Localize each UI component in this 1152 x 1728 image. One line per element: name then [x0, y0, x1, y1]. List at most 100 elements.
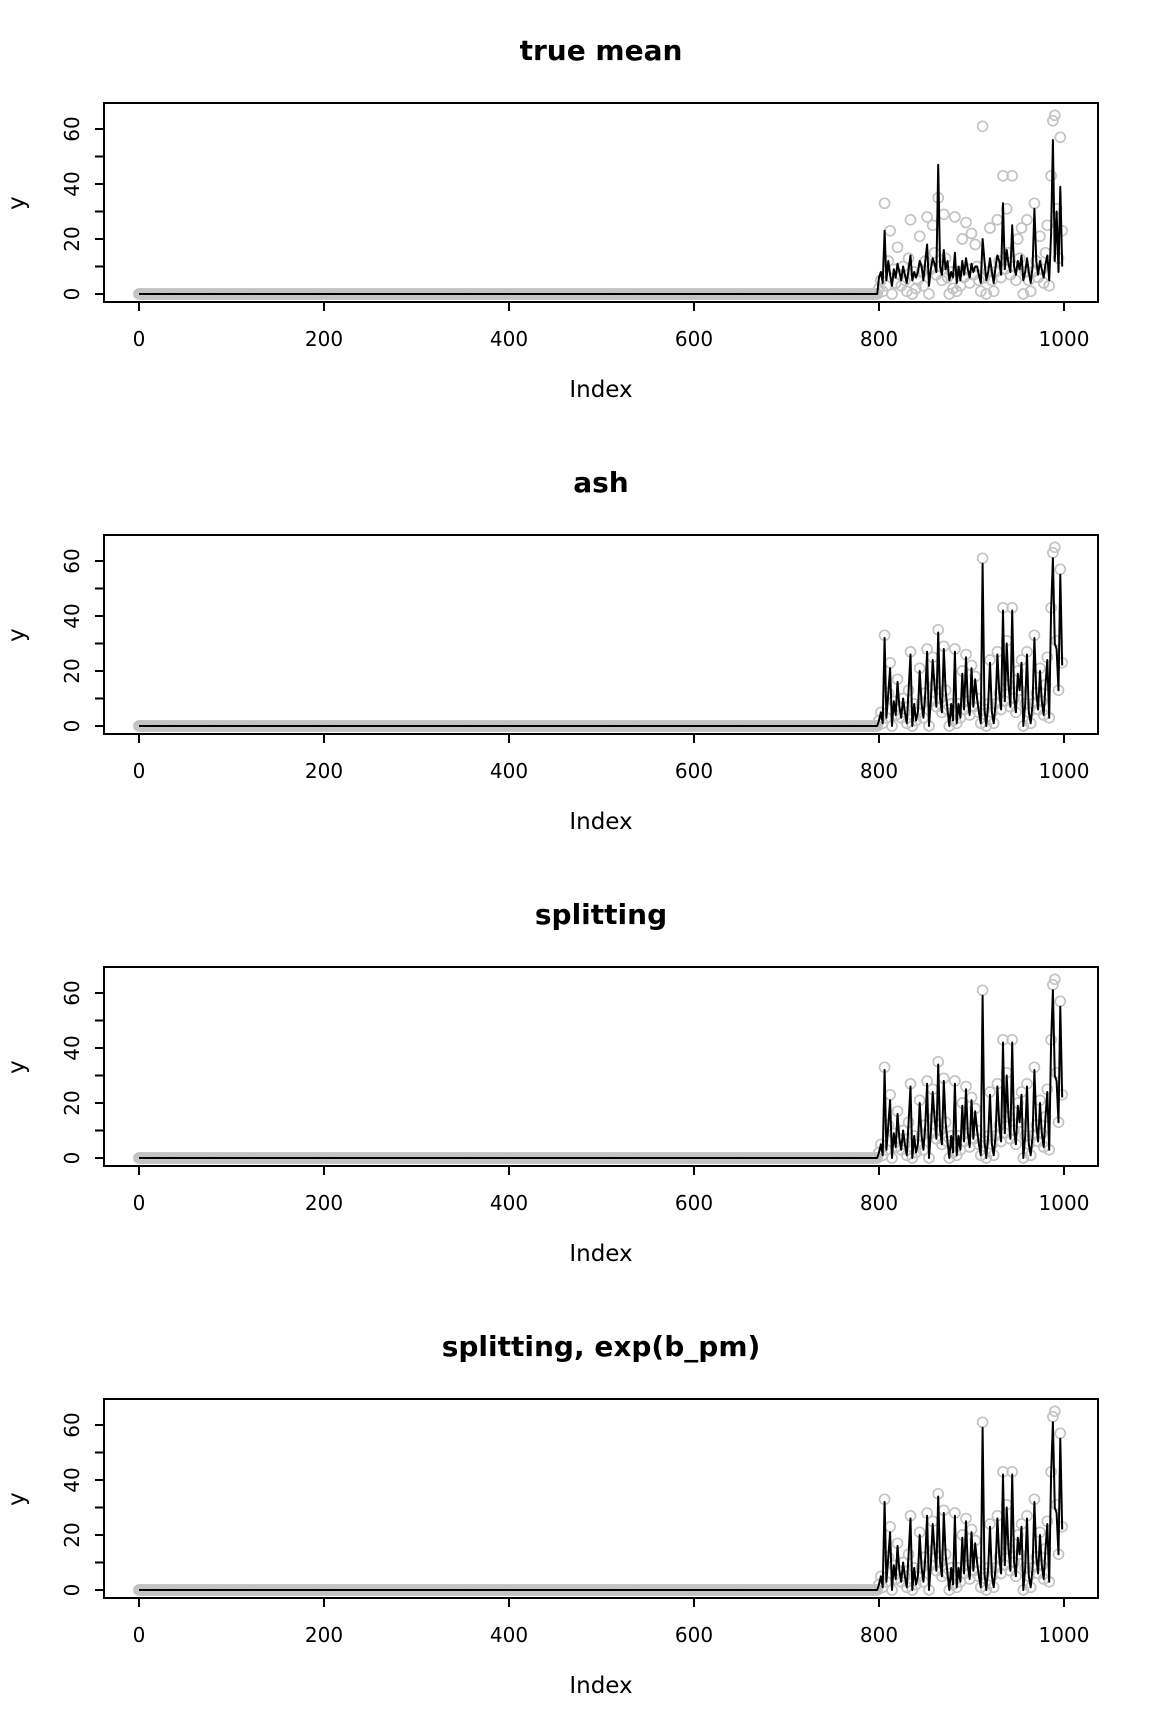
data-point [1045, 169, 1057, 182]
plot-box [103, 966, 1099, 1167]
y-tick-label: 60 [60, 548, 84, 573]
data-point [884, 1520, 896, 1533]
data-point [1048, 541, 1061, 554]
data-point [884, 224, 896, 237]
x-tick-label: 0 [133, 327, 146, 351]
data-point [1048, 1405, 1061, 1418]
panel-ash: ash 0 200 400 600 800 1000 0 20 40 60 Index y [0, 432, 1152, 864]
data-point [976, 552, 989, 565]
data-point [1024, 285, 1037, 298]
data-point [949, 211, 961, 223]
data-point [1006, 169, 1019, 182]
x-tick-label: 1000 [1039, 1623, 1090, 1647]
plot-area: 0 200 400 600 800 1000 0 20 40 60 [60, 102, 1099, 351]
observation-points [133, 973, 1069, 1164]
y-tick-label: 40 [60, 1467, 84, 1492]
mean-line [139, 139, 1064, 295]
x-axis-title: Index [569, 1241, 632, 1267]
data-point [1054, 995, 1067, 1008]
data-point [1054, 1427, 1067, 1440]
chart-title: splitting, exp(b_pm) [442, 1330, 761, 1363]
x-tick-label: 600 [675, 1623, 713, 1647]
panel-splitting-exp-b-pm: splitting, exp(b_pm) 0 200 400 600 800 1000 0 2… [0, 1296, 1152, 1728]
panel-true-mean: true mean 0 200 400 600 800 1000 0 20 40 60 Index… [0, 0, 1152, 432]
data-point [1048, 973, 1061, 986]
x-tick-label: 800 [860, 1191, 898, 1215]
y-tick-label: 0 [60, 288, 84, 301]
y-tick-label: 40 [60, 1035, 84, 1060]
observation-points [133, 541, 1069, 732]
data-point [980, 288, 993, 300]
chart-true-mean: true mean 0 200 400 600 800 1000 0 20 40 60 Index… [4, 34, 1099, 403]
chart-splitting-exp-b-pm: splitting, exp(b_pm) 0 200 400 600 800 1000 0 2… [4, 1330, 1099, 1699]
chart-ash: ash 0 200 400 600 800 1000 0 20 40 60 Index y [4, 466, 1099, 835]
data-point [976, 984, 989, 997]
chart-splitting: splitting 0 200 400 600 800 1000 0 20 40 60 Index… [4, 898, 1099, 1267]
mean-line [139, 989, 1064, 1159]
plot-box [103, 102, 1099, 303]
data-point [1011, 233, 1024, 245]
y-tick-label: 20 [60, 1522, 84, 1547]
data-point [965, 227, 978, 240]
y-tick-label: 20 [60, 658, 84, 683]
y-tick-label: 40 [60, 603, 84, 628]
x-tick-label: 0 [133, 1191, 146, 1215]
x-tick-label: 800 [860, 1623, 898, 1647]
data-point [884, 656, 896, 669]
plot-area: 0 200 400 600 800 1000 0 20 40 60 [60, 534, 1099, 783]
x-tick-label: 1000 [1039, 759, 1090, 783]
data-point [928, 246, 941, 259]
chart-title: true mean [520, 34, 683, 67]
x-tick-label: 0 [133, 1623, 146, 1647]
data-point [910, 282, 922, 295]
y-axis: 0 20 40 60 [60, 116, 104, 300]
x-axis-title: Index [569, 809, 632, 835]
panel-splitting: splitting 0 200 400 600 800 1000 0 20 40 60 Index… [0, 864, 1152, 1296]
data-point [969, 238, 982, 251]
y-axis: 0 20 40 60 [60, 548, 104, 732]
data-point [1048, 109, 1061, 122]
y-axis-title: y [4, 628, 30, 642]
y-tick-label: 60 [60, 1412, 84, 1437]
x-tick-label: 800 [860, 327, 898, 351]
x-axis: 0 200 400 600 800 1000 [133, 302, 1090, 351]
chart-title: ash [573, 466, 629, 499]
x-tick-label: 0 [133, 759, 146, 783]
x-tick-label: 800 [860, 759, 898, 783]
x-tick-label: 1000 [1039, 1191, 1090, 1215]
y-axis: 0 20 40 60 [60, 1412, 104, 1596]
data-point [937, 208, 950, 221]
data-point [1017, 288, 1030, 300]
x-tick-label: 400 [490, 1191, 528, 1215]
data-point [960, 216, 972, 229]
plot-area: 0 200 400 600 800 1000 0 20 40 60 [60, 1398, 1099, 1647]
y-tick-label: 0 [60, 720, 84, 733]
data-point [886, 288, 898, 300]
y-axis-title: y [4, 1492, 30, 1506]
data-point [921, 211, 933, 223]
observation-points [133, 1405, 1069, 1596]
x-axis: 0 200 400 600 800 1000 [133, 734, 1090, 783]
data-point [902, 252, 915, 265]
y-tick-label: 60 [60, 980, 84, 1005]
x-tick-label: 1000 [1039, 327, 1090, 351]
x-tick-label: 600 [675, 759, 713, 783]
data-point [1041, 219, 1054, 232]
data-point [976, 1416, 989, 1429]
data-point [987, 285, 1000, 298]
data-point [891, 241, 904, 254]
data-point [1000, 202, 1013, 215]
x-tick-label: 200 [305, 1191, 343, 1215]
data-point [878, 197, 891, 210]
y-axis-title: y [4, 1060, 30, 1074]
data-point [956, 233, 969, 245]
y-tick-label: 0 [60, 1584, 84, 1597]
observation-points [133, 109, 1069, 300]
data-point [1028, 197, 1041, 210]
x-tick-label: 400 [490, 1623, 528, 1647]
data-point [1039, 246, 1052, 259]
x-tick-label: 600 [675, 327, 713, 351]
x-tick-label: 400 [490, 327, 528, 351]
data-point [984, 222, 996, 234]
y-tick-label: 40 [60, 171, 84, 196]
